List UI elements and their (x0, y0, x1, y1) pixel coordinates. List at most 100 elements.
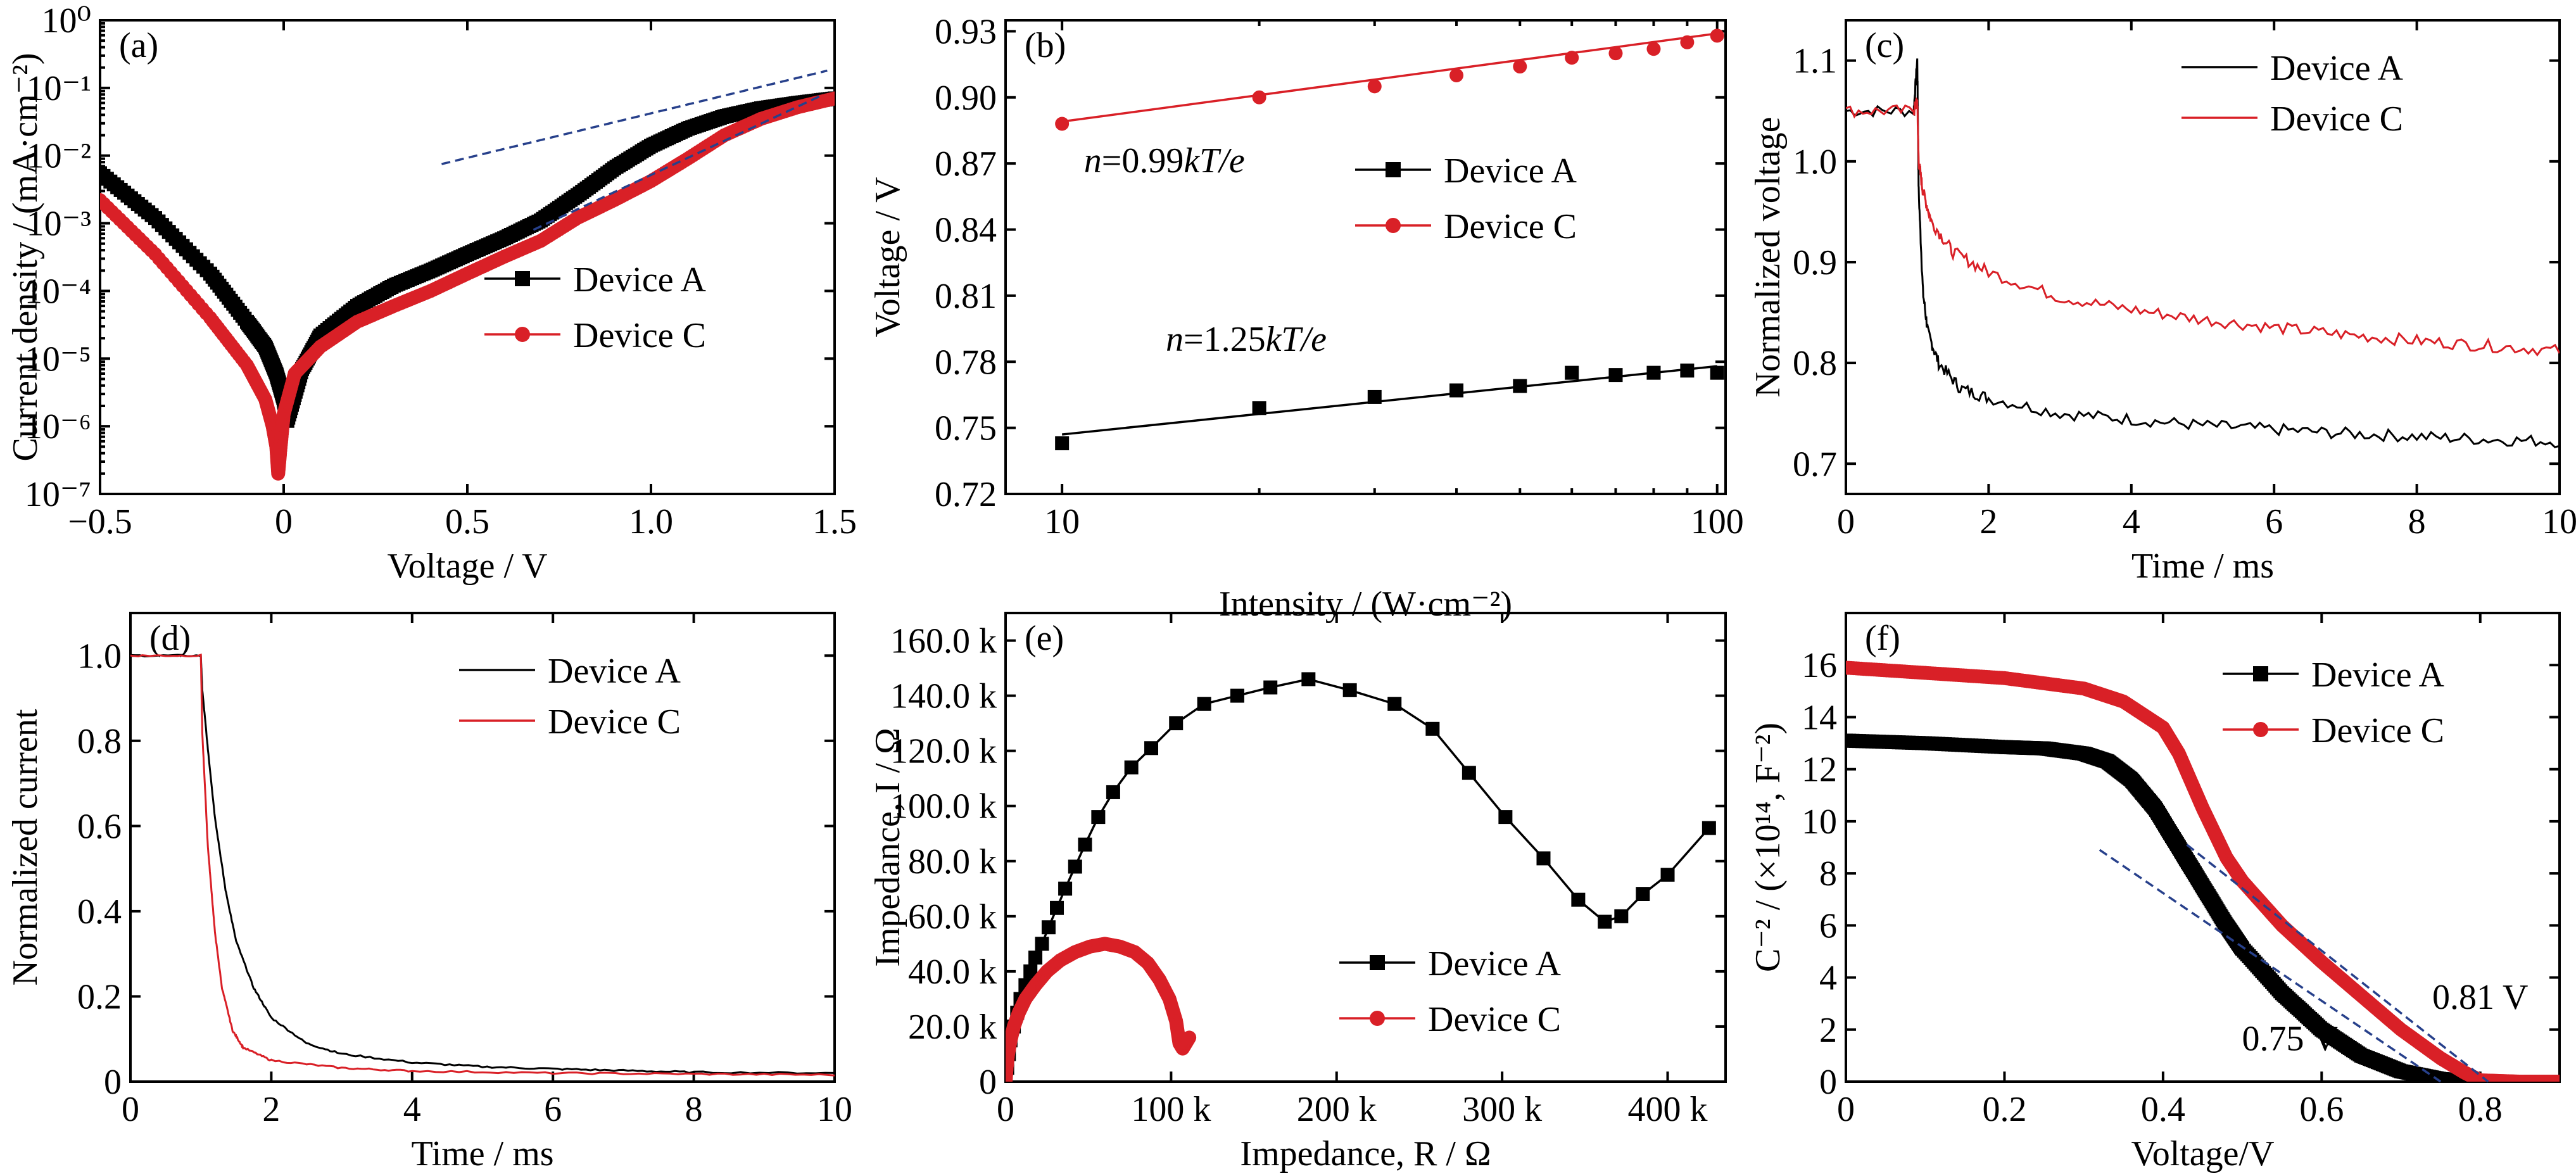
legend-marker (515, 327, 530, 342)
legend-label: Device A (1428, 944, 1561, 983)
data-point (1144, 741, 1159, 756)
x-axis-label: Voltage / V (387, 547, 547, 586)
data-point (828, 91, 835, 106)
fit-line (1061, 32, 1717, 123)
plot-area (100, 91, 835, 481)
legend-label: Device C (1428, 1000, 1561, 1039)
legend-marker (1370, 955, 1385, 970)
plot-area (1055, 28, 1724, 450)
y-tick-label: 12 (1802, 750, 1837, 790)
y-tick-label: 80.0 k (908, 842, 997, 882)
data-point (1608, 368, 1623, 383)
legend-entry: Device A (1339, 944, 1561, 983)
x-tick-label: 10 (817, 1090, 852, 1129)
x-axis-label: Voltage/V (2131, 1134, 2274, 1173)
y-tick-label: 0.75 (935, 409, 997, 448)
plot-area (1006, 672, 1716, 1082)
series-device-c (1055, 28, 1724, 131)
x-tick-label: 100 (1691, 502, 1744, 541)
data-point (1571, 892, 1586, 907)
data-point (1449, 68, 1464, 82)
axes-frame (1845, 612, 2561, 1083)
plot-area (1846, 58, 2560, 448)
panel-d: 0 2 4 6 8 10 0 0.2 0.4 0.6 0.8 1.0 Time / ms Normaliz… (6, 612, 852, 1173)
series-line (130, 654, 835, 1075)
legend-entry: Device A (1355, 151, 1577, 191)
legend-marker (1386, 162, 1401, 177)
data-point (1425, 721, 1440, 736)
x-tick-label: 200 k (1297, 1090, 1377, 1129)
y-tick-label: 16 (1802, 646, 1837, 685)
ideality-annotation: n=1.25kT/e (1166, 320, 1327, 359)
data-point (1023, 964, 1038, 978)
data-point (1598, 914, 1612, 929)
ideality-annotation: n=0.99kT/e (1084, 141, 1245, 180)
data-point (1106, 785, 1120, 799)
data-point (1646, 42, 1661, 56)
series-device-a (1006, 672, 1716, 1082)
data-point (1710, 365, 1724, 380)
series-device-a (1846, 733, 2560, 1082)
legend-entry: Device C (1339, 1000, 1561, 1039)
x-tick-label: 0.5 (445, 502, 489, 541)
data-point (1124, 760, 1139, 775)
x-tick-label: 10 (2542, 502, 2576, 541)
x-tick-label: 2 (1979, 502, 1997, 541)
data-point (1252, 401, 1266, 415)
axes-frame (1004, 612, 1727, 1083)
x-axis-label: Intensity / (W·cm⁻²) (1219, 585, 1512, 624)
data-point (1702, 821, 1716, 835)
panel-label: (e) (1025, 619, 1064, 658)
y-tick-label: 10⁻³ (27, 205, 91, 244)
x-tick-label: 0 (1837, 502, 1855, 541)
data-point (1367, 79, 1382, 94)
data-point (1342, 683, 1357, 697)
legend-marker (1370, 1011, 1385, 1026)
y-tick-label: 10 (1802, 802, 1837, 842)
y-axis-label: C⁻² / (×10¹⁴, F⁻²) (1748, 723, 1788, 972)
legend-label: Device C (548, 702, 681, 742)
data-point (1028, 951, 1043, 965)
x-axis-label: Impedance, R / Ω (1240, 1134, 1491, 1173)
series-device-c (1846, 96, 2560, 357)
data-point (1230, 688, 1244, 703)
data-point (1197, 697, 1211, 711)
y-tick-label: 1.1 (1793, 42, 1837, 81)
axes-frame (129, 612, 836, 1083)
data-point (1182, 1030, 1197, 1045)
data-point (1169, 716, 1184, 731)
series-line (1006, 678, 1710, 1082)
legend-entry: Device A (484, 260, 706, 300)
data-point (1301, 672, 1316, 686)
y-tick-label: 120.0 k (890, 732, 997, 771)
data-point (1636, 887, 1650, 901)
fit-line (2186, 844, 2489, 1083)
data-point (1041, 920, 1056, 935)
panel-c: 0 2 4 6 8 10 0.7 0.8 0.9 1.0 1.1 Time / ms Normalize… (1748, 19, 2576, 586)
annotation: 0.81 V (2432, 978, 2528, 1017)
y-tick-label: 1.0 (1793, 142, 1837, 182)
data-point (1462, 766, 1476, 780)
y-tick-label: 6 (1819, 906, 1837, 945)
legend-entry: Device C (459, 702, 681, 742)
y-axis-label: Voltage / V (868, 177, 907, 337)
y-tick-label: 10⁻⁷ (25, 475, 91, 514)
x-tick-label: 0 (275, 502, 293, 541)
legend-marker (2253, 666, 2268, 681)
x-tick-label: 8 (685, 1090, 703, 1129)
y-tick-label: 0.6 (77, 807, 122, 846)
y-tick-label: 10⁻⁵ (25, 339, 91, 379)
y-tick-label: 0.8 (77, 722, 122, 761)
y-tick-label: 2 (1819, 1011, 1837, 1050)
y-tick-label: 10⁻² (27, 137, 91, 176)
y-tick-label: 0.84 (935, 211, 997, 250)
y-tick-label: 0.93 (935, 12, 997, 51)
legend-label: Device C (573, 316, 706, 355)
y-tick-label: 0.90 (935, 79, 997, 118)
x-axis-label: Time / ms (411, 1134, 553, 1173)
legend-label: Device C (1444, 207, 1577, 246)
panel-label: (a) (119, 26, 158, 65)
data-point (1078, 837, 1092, 852)
data-point (1387, 697, 1402, 711)
